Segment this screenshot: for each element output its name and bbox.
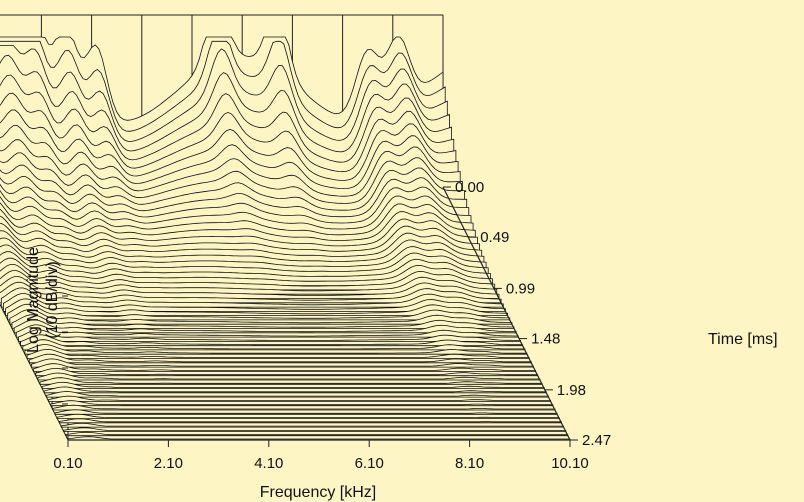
waterfall-slice [62,423,564,427]
time-tick-label: 1.98 [557,382,586,399]
time-tick-label: 0.49 [480,229,509,246]
time-tick-label: 1.48 [531,331,560,348]
frequency-tick-label: 0.10 [53,455,82,472]
waterfall-slice [66,432,568,435]
time-tick-label: 2.47 [582,432,611,449]
time-tick-label: 0.99 [506,280,535,297]
waterfall-slice [55,410,557,415]
waterfall-slice [59,419,561,423]
frequency-tick-label: 4.10 [254,455,283,472]
waterfall-slice [64,428,566,432]
waterfall-slice [57,414,559,418]
frequency-tick-label: 2.10 [154,455,183,472]
frequency-tick-label: 10.10 [551,455,589,472]
frequency-tick-label: 8.10 [455,455,484,472]
x-axis-title: Frequency [kHz] [260,484,376,501]
frequency-tick-labels: 0.10 2.10 4.10 6.10 8.10 10.10 [53,440,588,472]
time-tick-label: 0.00 [455,179,484,196]
frequency-tick-label: 6.10 [355,455,384,472]
z-axis-title: Time [ms] [708,331,778,348]
